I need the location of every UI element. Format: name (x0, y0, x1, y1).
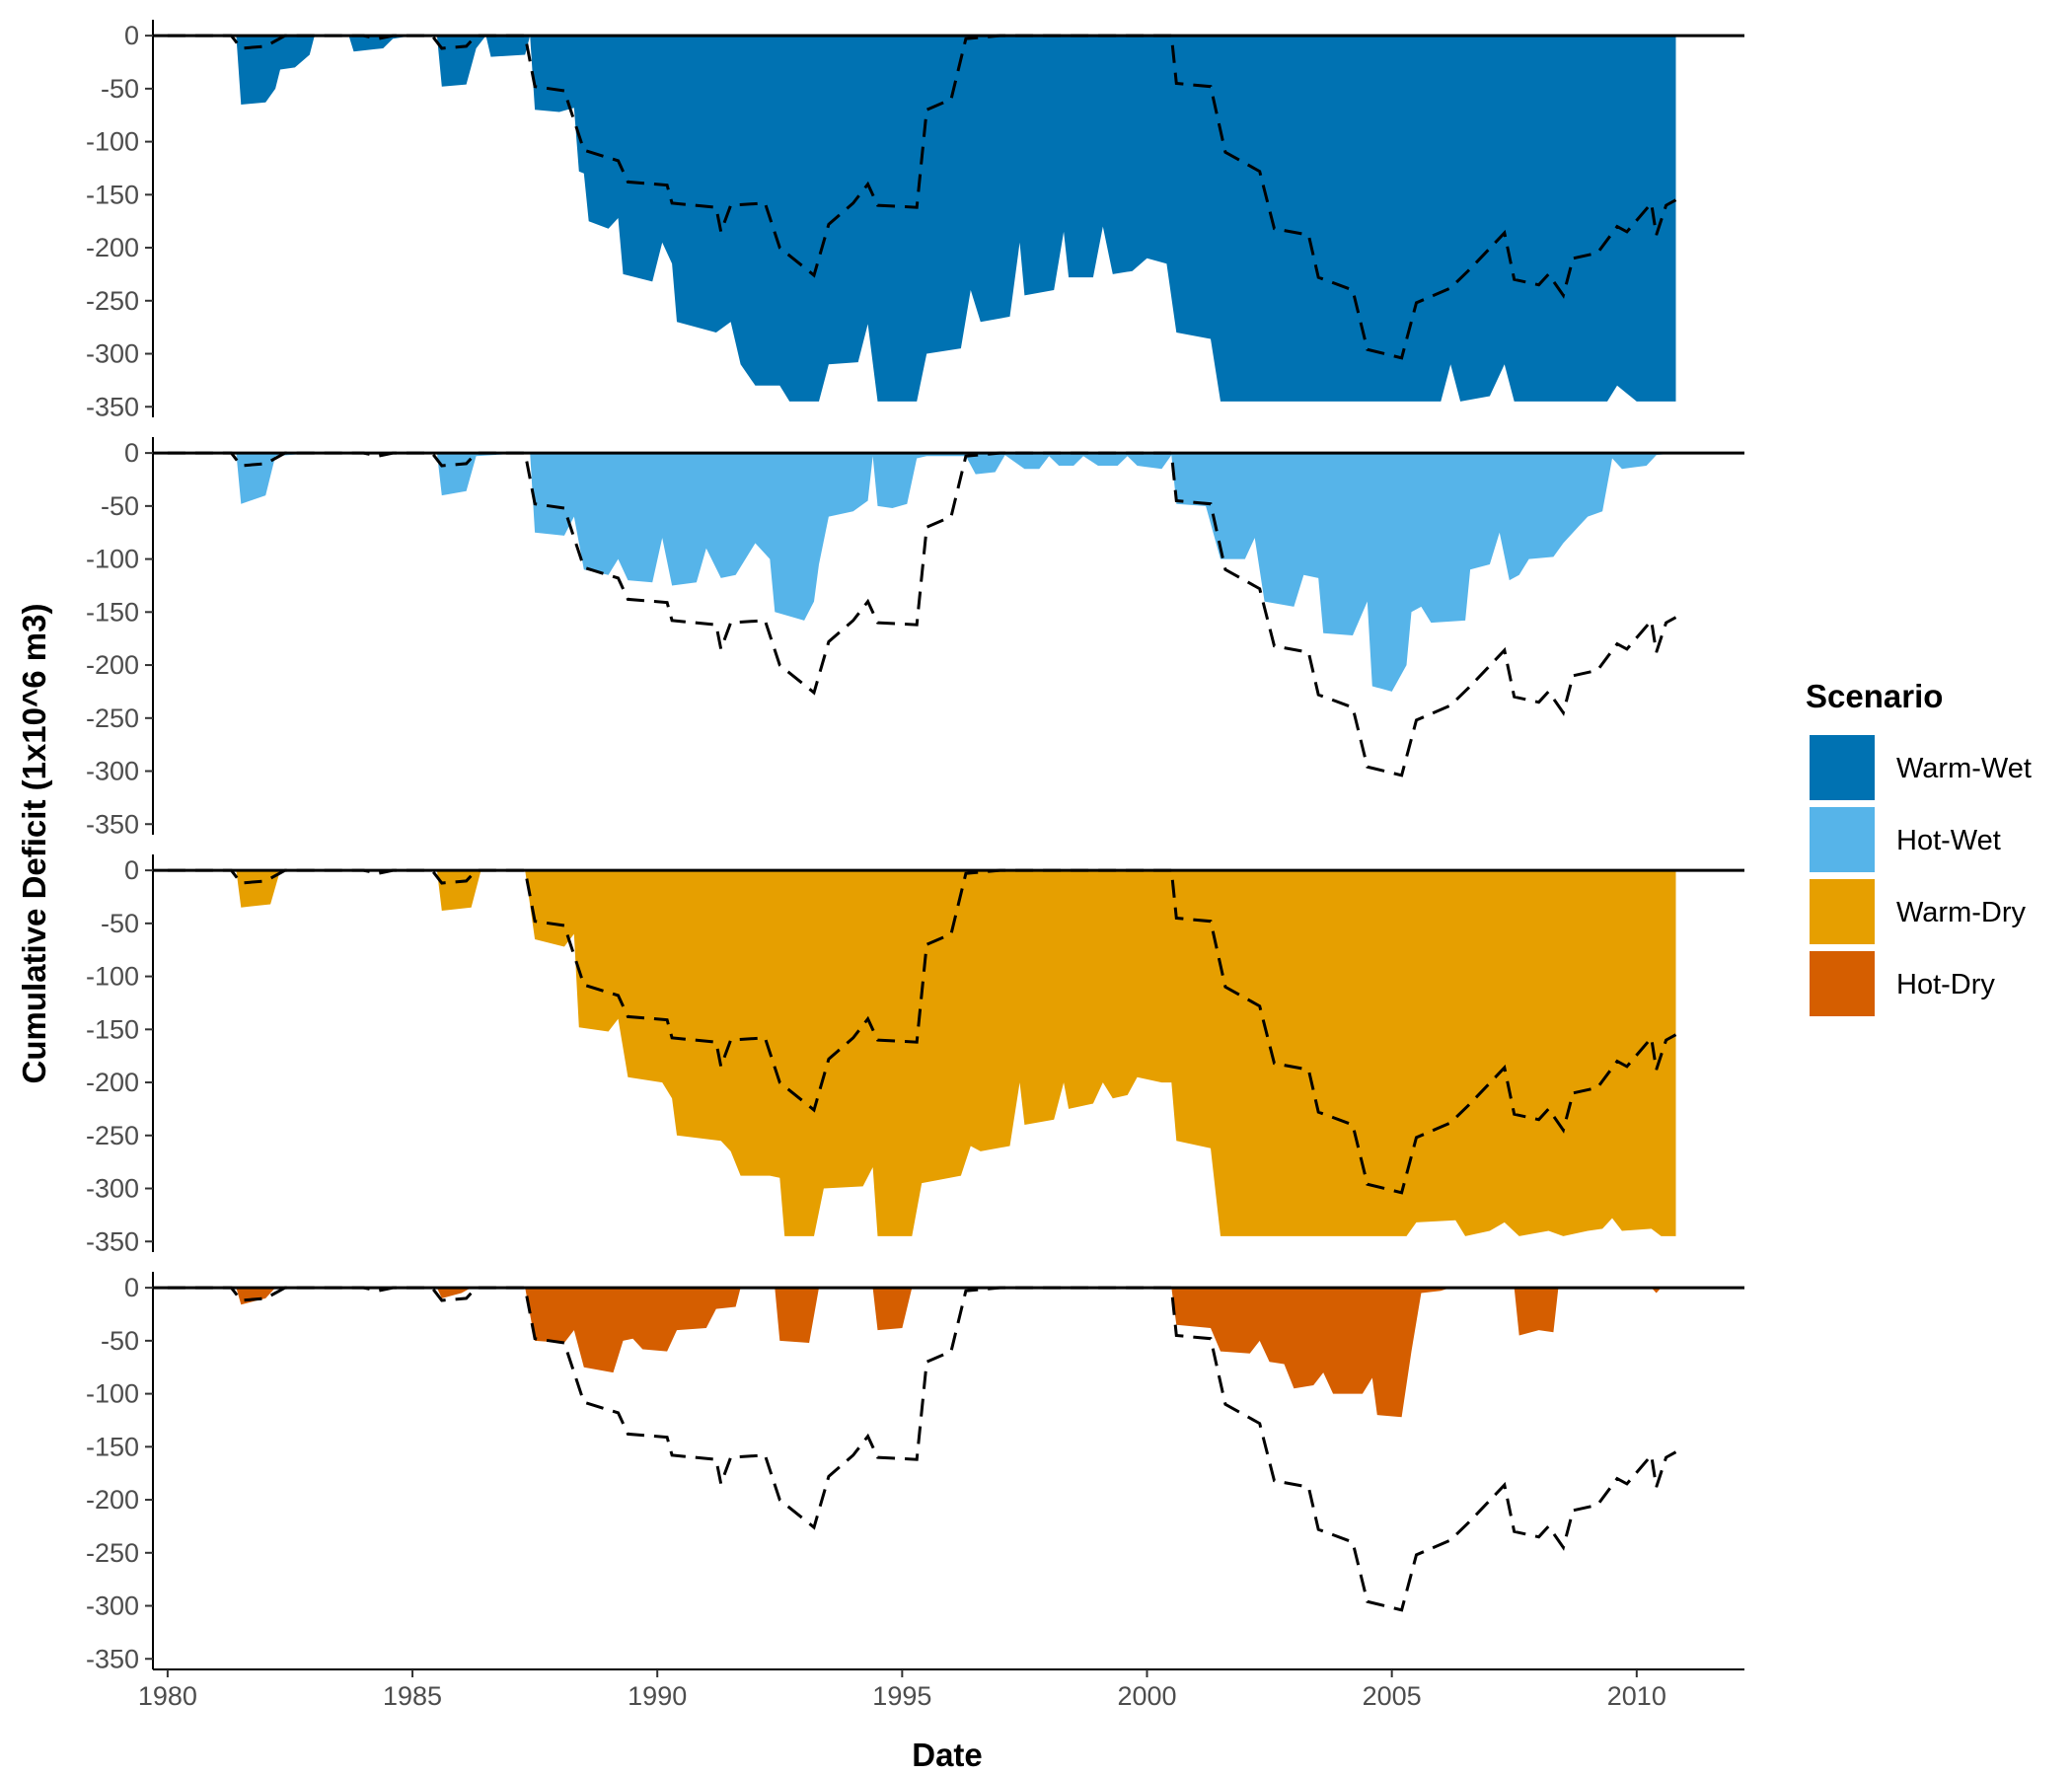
y-tick-label: -150 (86, 1014, 139, 1044)
y-tick-label: -100 (86, 545, 139, 574)
y-tick-label: -100 (86, 1379, 139, 1409)
x-tick-label: 1980 (138, 1681, 197, 1711)
y-tick-label: -300 (86, 757, 139, 786)
y-tick-label: -50 (101, 491, 139, 521)
legend-label: Warm-Dry (1896, 897, 2026, 928)
x-tick-label: 2000 (1117, 1681, 1176, 1711)
y-tick-label: -200 (86, 650, 139, 680)
panel-warm-dry: 0 -50 -100 -150 -200 -250 -300 -350 (86, 854, 1744, 1256)
legend-item-warm-wet: Warm-Wet (1810, 735, 2032, 800)
y-tick-label: -350 (86, 1226, 139, 1256)
y-tick-label: 0 (124, 438, 139, 468)
legend-swatch (1810, 879, 1875, 944)
reference-line (167, 34, 1677, 360)
panel-hot-dry: 0 -50 -100 -150 -200 -250 -300 -350 (86, 1272, 1744, 1673)
y-tick-label: -300 (86, 1174, 139, 1204)
legend-swatch (1810, 807, 1875, 872)
legend-title: Scenario (1806, 678, 1943, 714)
x-tick-label: 1985 (383, 1681, 442, 1711)
area-warm-dry (167, 870, 1676, 1236)
x-tick-label: 2010 (1607, 1681, 1666, 1711)
legend-label: Warm-Wet (1896, 753, 2032, 784)
area-hot-dry (167, 1288, 1676, 1418)
legend-label: Hot-Dry (1896, 969, 1995, 1000)
y-tick-label: -250 (86, 1538, 139, 1568)
y-tick-label: -150 (86, 597, 139, 627)
y-tick-label: 0 (124, 855, 139, 885)
y-tick-label: -250 (86, 286, 139, 316)
y-axis-title: Cumulative Deficit (1x10^6 m3) (16, 604, 52, 1084)
reference-line (167, 1286, 1677, 1612)
x-tick-label: 1995 (872, 1681, 931, 1711)
y-tick-label: -350 (86, 392, 139, 421)
chart-panels: 0 -50 -100 -150 -200 -250 -300 -350 0 -50 -100 -150… (86, 20, 1744, 1673)
y-tick-label: -50 (101, 909, 139, 938)
y-tick-label: -150 (86, 180, 139, 209)
y-tick-label: -350 (86, 1644, 139, 1673)
panel-warm-wet: 0 -50 -100 -150 -200 -250 -300 -350 (86, 20, 1744, 421)
area-warm-wet (167, 36, 1676, 402)
legend-item-warm-dry: Warm-Dry (1810, 879, 2026, 944)
y-tick-label: -200 (86, 1485, 139, 1515)
y-tick-label: -100 (86, 962, 139, 992)
panel-hot-wet: 0 -50 -100 -150 -200 -250 -300 -350 (86, 437, 1744, 839)
y-tick-label: -200 (86, 233, 139, 262)
y-tick-label: -250 (86, 1121, 139, 1150)
y-tick-label: -300 (86, 1591, 139, 1621)
reference-line (167, 868, 1677, 1195)
y-tick-label: -200 (86, 1068, 139, 1097)
y-tick-label: -300 (86, 339, 139, 369)
x-axis-title: Date (912, 1737, 983, 1773)
area-hot-wet (167, 453, 1676, 692)
y-tick-label: -350 (86, 809, 139, 839)
y-tick-label: -150 (86, 1432, 139, 1461)
legend-item-hot-wet: Hot-Wet (1810, 807, 2001, 872)
legend-swatch (1810, 951, 1875, 1016)
y-tick-label: -50 (101, 1326, 139, 1356)
legend-label: Hot-Wet (1896, 825, 2001, 856)
reference-line (167, 451, 1677, 777)
x-axis: 1980 1985 1990 1995 2000 2005 2010 (138, 1668, 1744, 1711)
legend-item-hot-dry: Hot-Dry (1810, 951, 1995, 1016)
y-tick-label: -100 (86, 127, 139, 157)
legend: Scenario Warm-Wet Hot-Wet Warm-Dry Hot-Dry (1806, 678, 2032, 1016)
x-tick-label: 1990 (628, 1681, 687, 1711)
y-tick-label: -50 (101, 74, 139, 104)
y-tick-label: -250 (86, 703, 139, 733)
y-tick-label: 0 (124, 21, 139, 50)
x-tick-label: 2005 (1363, 1681, 1422, 1711)
y-tick-label: 0 (124, 1273, 139, 1302)
legend-swatch (1810, 735, 1875, 800)
